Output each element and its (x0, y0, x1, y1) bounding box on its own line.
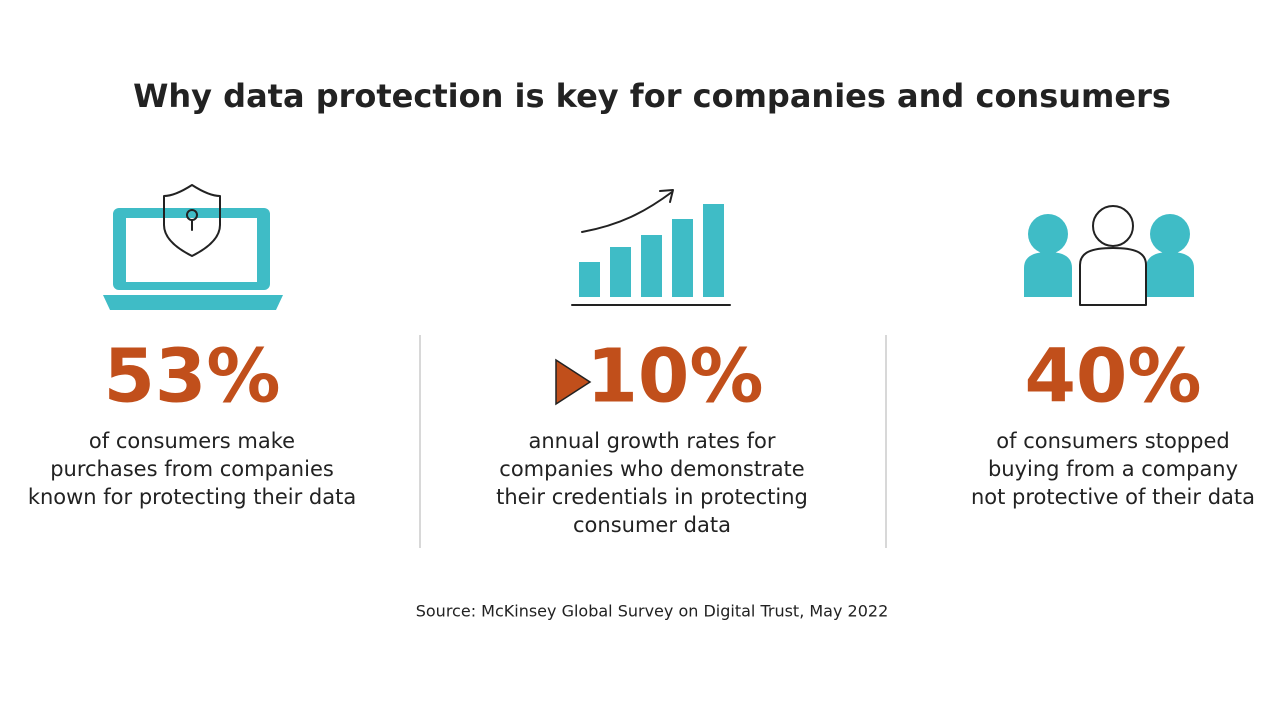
stat-description: purchases from companies (50, 457, 334, 481)
stat-description: consumer data (573, 513, 731, 537)
stat-description: of consumers stopped (996, 429, 1229, 453)
arrow-icon (555, 358, 592, 406)
stat-value: 40% (1024, 334, 1201, 420)
stat-description: known for protecting their data (28, 485, 356, 509)
stat-description: buying from a company (988, 457, 1238, 481)
stat-description: their credentials in protecting (496, 485, 808, 509)
people-icon (1024, 205, 1194, 306)
stat-description: companies who demonstrate (499, 457, 804, 481)
growth-icon (571, 189, 731, 306)
stat-value: 53% (103, 334, 280, 420)
laptop-icon (103, 184, 283, 310)
stat-description: annual growth rates for (528, 429, 775, 453)
source: Source: McKinsey Global Survey on Digita… (416, 602, 889, 621)
stat-description: of consumers make (89, 429, 295, 453)
stat-description: not protective of their data (971, 485, 1255, 509)
stat-value: 10% (586, 334, 763, 420)
title: Why data protection is key for companies… (133, 77, 1171, 115)
